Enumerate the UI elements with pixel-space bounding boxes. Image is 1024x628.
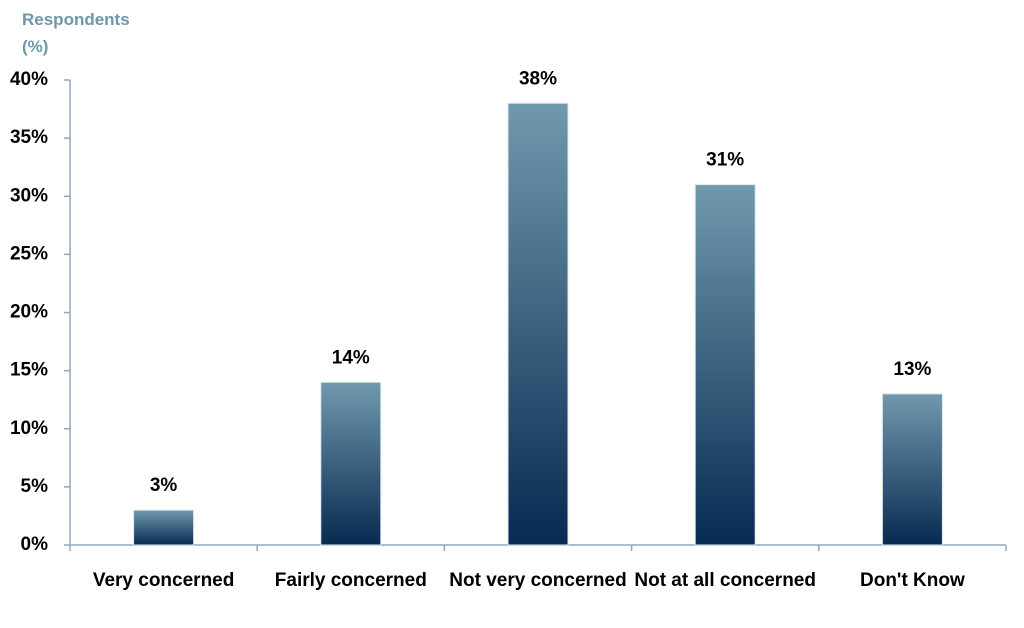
x-tick-label: Not very concerned <box>449 570 627 591</box>
bar <box>694 184 756 546</box>
value-label: 13% <box>893 359 931 380</box>
x-tick-label: Very concerned <box>92 570 235 591</box>
x-tick-label: Not at all concerned <box>634 570 816 591</box>
bar <box>133 509 195 546</box>
y-tick-label: 40% <box>10 69 48 90</box>
bar <box>507 102 569 546</box>
y-tick-label: 25% <box>10 243 48 264</box>
y-tick-label: 10% <box>10 418 48 439</box>
x-tick-label: Don't Know <box>860 570 965 591</box>
y-tick-label: 15% <box>10 360 48 381</box>
y-axis-title: Respondents (%) <box>22 10 130 56</box>
bar <box>881 393 943 546</box>
y-tick-label: 0% <box>21 534 49 555</box>
y-tick-label: 35% <box>10 127 48 148</box>
y-tick-label: 20% <box>10 302 48 323</box>
x-tick-label: Fairly concerned <box>274 570 427 591</box>
value-label: 38% <box>519 68 557 89</box>
y-tick-label: 30% <box>10 185 48 206</box>
value-label: 14% <box>332 347 370 368</box>
value-label: 3% <box>150 475 178 496</box>
value-label: 31% <box>706 150 744 171</box>
bar <box>320 381 382 546</box>
y-tick-label: 5% <box>21 476 49 497</box>
